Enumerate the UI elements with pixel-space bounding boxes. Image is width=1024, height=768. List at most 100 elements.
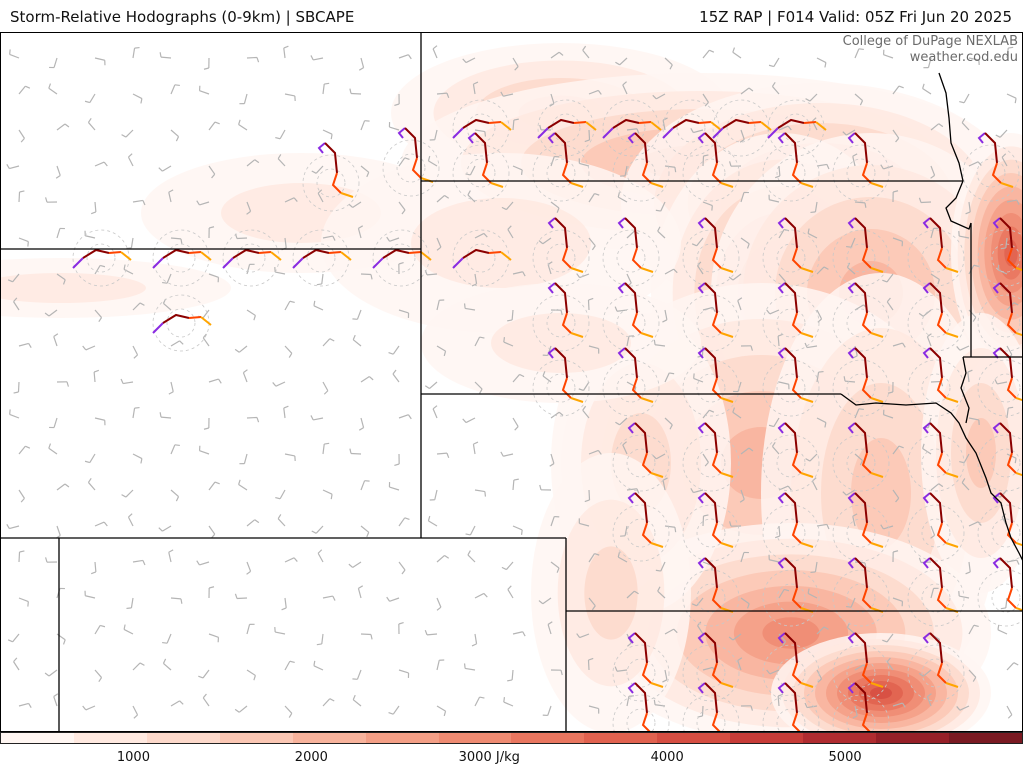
wind-barb-flag — [484, 491, 487, 497]
wind-barb — [434, 129, 438, 140]
wind-barb-flag — [28, 703, 32, 709]
wind-barb-flag — [238, 479, 241, 485]
wind-barb-flag — [388, 351, 394, 355]
wind-barb-flag — [787, 485, 792, 491]
wind-barb — [816, 266, 825, 275]
map-panel[interactable]: College of DuPage NEXLAB weather.cod.edu — [0, 32, 1023, 732]
hodograph-trace — [800, 397, 814, 403]
hodograph-trace — [936, 452, 947, 474]
wind-barb-flag — [938, 123, 944, 128]
wind-barb — [740, 192, 745, 203]
wind-barb — [854, 201, 866, 204]
wind-barb — [436, 452, 448, 455]
wind-barb — [436, 660, 440, 671]
wind-barb-flag — [293, 197, 298, 202]
wind-barb-flag — [196, 200, 200, 206]
wind-barb-flag — [522, 271, 526, 277]
wind-barb-flag — [168, 549, 174, 553]
hodograph-ring — [762, 644, 820, 702]
wind-barb-flag — [807, 228, 810, 234]
wind-barb — [277, 518, 286, 527]
wind-barb — [1006, 93, 1017, 99]
cape-contour — [1, 273, 146, 303]
wind-barb — [474, 232, 485, 239]
colorbar-segment — [584, 733, 658, 743]
wind-barb — [474, 336, 481, 347]
wind-barb-flag — [774, 535, 781, 539]
wind-barb — [208, 121, 216, 131]
wind-barb-flag — [902, 702, 906, 708]
hodograph-trace — [791, 247, 802, 269]
hodograph-trace — [711, 662, 722, 684]
wind-barb — [588, 705, 599, 710]
hodograph-trace — [815, 121, 827, 131]
hodograph-trace — [861, 712, 871, 731]
hodograph-trace — [624, 347, 638, 379]
wind-barb-flag — [669, 372, 675, 375]
hodograph-ring — [466, 158, 496, 188]
wind-barb-flag — [591, 245, 596, 251]
hodograph-ring — [776, 158, 806, 188]
wind-barb — [664, 525, 675, 528]
wind-barb — [313, 665, 324, 671]
wind-barb — [807, 705, 818, 709]
hodograph-trace — [861, 522, 872, 544]
hodograph-trace — [704, 682, 718, 714]
wind-barb-flag — [479, 336, 485, 339]
hodograph-trace — [1015, 542, 1022, 547]
wind-barb-flag — [366, 532, 370, 538]
wind-barb-flag — [352, 694, 356, 700]
wind-barb-flag — [316, 643, 322, 646]
wind-barb-flag — [121, 134, 127, 138]
colorbar-segment — [657, 733, 731, 743]
wind-barb-flag — [549, 463, 555, 467]
hodograph-trace — [561, 162, 572, 184]
hodograph-trace — [791, 312, 802, 334]
wind-barb-flag — [653, 699, 656, 705]
wind-barb — [322, 235, 333, 239]
wind-barb-flag — [25, 445, 31, 449]
hodograph-ring — [832, 504, 890, 562]
wind-barb — [12, 633, 20, 643]
wind-barb — [816, 309, 823, 320]
wind-barb — [664, 309, 668, 320]
hodograph-trace — [547, 282, 556, 294]
wind-barb-flag — [918, 312, 924, 317]
wind-barb — [547, 624, 552, 635]
hodograph-trace — [992, 492, 1001, 504]
wind-barb — [434, 489, 438, 500]
wind-barb — [275, 271, 286, 275]
wind-barb-flag — [697, 261, 702, 267]
hodograph-trace — [554, 217, 568, 249]
hodograph-trace — [720, 397, 734, 403]
wind-barb-flag — [748, 447, 754, 452]
wind-barb — [582, 409, 590, 419]
wind-barb-flag — [805, 98, 811, 102]
hodograph-trace — [627, 132, 636, 144]
wind-barb-flag — [846, 605, 852, 608]
wind-barb — [854, 705, 858, 716]
wind-barb-flag — [463, 663, 466, 669]
wind-barb-flag — [977, 161, 982, 166]
wind-barb-flag — [520, 169, 523, 175]
wind-barb — [512, 57, 519, 67]
wind-barb — [503, 341, 514, 347]
wind-barb-flag — [128, 153, 133, 158]
wind-barb-flag — [121, 494, 127, 498]
wind-barb-flag — [617, 192, 621, 198]
wind-barb-flag — [134, 406, 140, 409]
hodograph-trace — [697, 347, 706, 359]
hodograph-ring — [676, 113, 706, 143]
wind-barb — [814, 201, 818, 212]
colorbar-tick-label: 2000 — [294, 750, 328, 765]
wind-barb-flag — [162, 641, 168, 644]
hodograph-ring — [696, 583, 726, 613]
wind-barb-flag — [582, 405, 587, 411]
hodograph-trace — [760, 121, 772, 131]
wind-barb — [398, 669, 409, 674]
wind-barb — [202, 669, 210, 679]
hodograph-trace — [188, 316, 202, 319]
wind-barb-flag — [1007, 714, 1013, 719]
wind-barb — [702, 155, 705, 167]
wind-barb-flag — [120, 378, 124, 384]
